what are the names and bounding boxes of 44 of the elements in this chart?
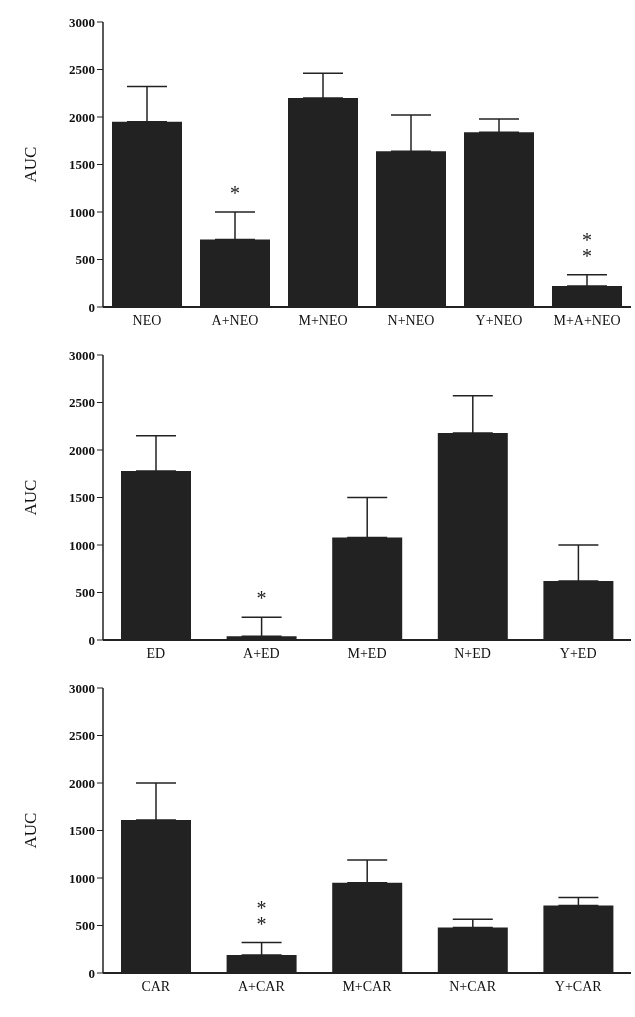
y-tick-label: 2000 — [69, 442, 95, 458]
y-axis-title: AUC — [21, 479, 41, 516]
y-tick-label: 1000 — [69, 870, 95, 886]
data-label: ** — [582, 228, 592, 267]
y-tick-label: 0 — [88, 965, 95, 981]
x-tick-label: M+A+NEO — [553, 312, 621, 328]
y-tick-label: 2000 — [69, 775, 95, 791]
y-tick-label: 3000 — [69, 14, 95, 30]
x-tick-label: M+CAR — [342, 978, 393, 994]
data-label: * — [230, 182, 240, 204]
y-tick-label: 1000 — [69, 204, 95, 220]
x-tick-label: A+CAR — [238, 978, 286, 994]
x-tick-label: Y+ED — [559, 645, 597, 661]
y-tick-label: 0 — [88, 632, 95, 648]
y-tick-label: 500 — [75, 585, 95, 601]
x-tick-label: Y+CAR — [554, 978, 603, 994]
y-tick-label: 3000 — [69, 347, 95, 363]
y-tick-label: 2500 — [69, 62, 95, 78]
y-tick-label: 2500 — [69, 395, 95, 411]
y-tick-label: 1500 — [69, 157, 95, 173]
y-tick-label: 1500 — [69, 490, 95, 506]
x-tick-label: ED — [146, 645, 166, 661]
x-tick-label: A+NEO — [211, 312, 259, 328]
y-tick-label: 1500 — [69, 823, 95, 839]
x-tick-label: M+ED — [347, 645, 387, 661]
y-axis-title: AUC — [21, 146, 41, 183]
x-tick-label: N+CAR — [449, 978, 497, 994]
y-tick-label: 1000 — [69, 537, 95, 553]
x-tick-label: Y+NEO — [475, 312, 523, 328]
x-tick-label: N+ED — [454, 645, 491, 661]
y-tick-label: 500 — [75, 918, 95, 934]
data-label: * — [256, 587, 267, 610]
y-tick-label: 500 — [75, 252, 95, 268]
x-tick-label: M+NEO — [298, 312, 348, 328]
data-label: ** — [256, 896, 267, 935]
x-tick-label: NEO — [132, 312, 162, 328]
y-tick-label: 3000 — [69, 680, 95, 696]
x-tick-label: A+ED — [243, 645, 280, 661]
x-tick-label: N+NEO — [387, 312, 435, 328]
y-tick-label: 2000 — [69, 109, 95, 125]
y-tick-label: 0 — [88, 299, 95, 315]
y-axis-title: AUC — [21, 812, 41, 849]
y-tick-label: 2500 — [69, 728, 95, 744]
x-tick-label: CAR — [141, 978, 171, 994]
